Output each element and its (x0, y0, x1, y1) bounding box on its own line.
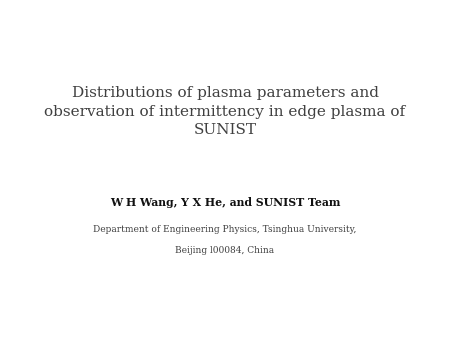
Text: Department of Engineering Physics, Tsinghua University,: Department of Engineering Physics, Tsing… (93, 225, 357, 234)
Text: W H Wang, Y X He, and SUNIST Team: W H Wang, Y X He, and SUNIST Team (110, 197, 340, 208)
Text: Beijing l00084, China: Beijing l00084, China (176, 246, 274, 255)
Text: Distributions of plasma parameters and
observation of intermittency in edge plas: Distributions of plasma parameters and o… (45, 86, 405, 137)
